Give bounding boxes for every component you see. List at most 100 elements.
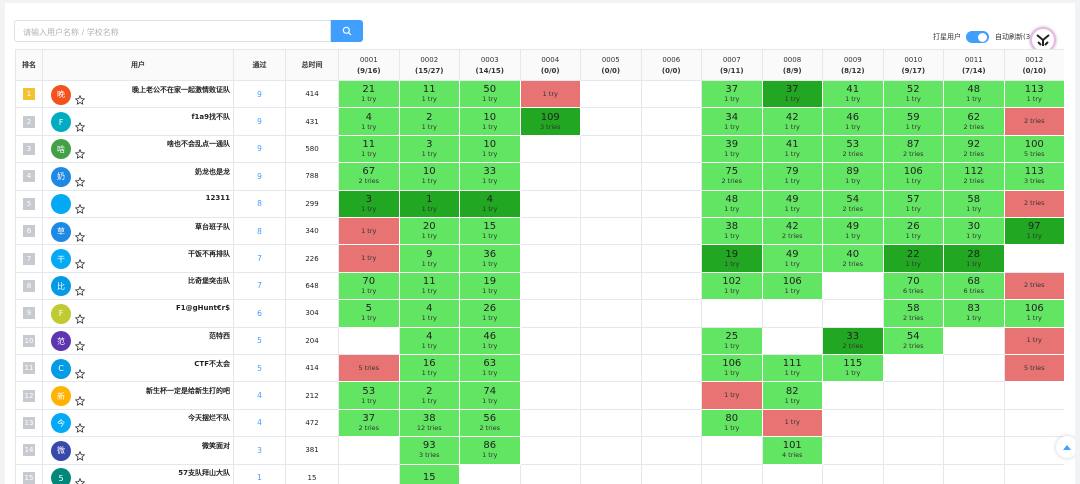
star-button[interactable]	[74, 172, 86, 191]
star-button[interactable]	[74, 473, 86, 484]
try-count: 1 try	[361, 226, 377, 235]
try-count: 1 try	[482, 149, 498, 158]
try-count: 1 try	[905, 122, 921, 131]
result-cell: 19 1 try	[460, 272, 521, 301]
solve-time: 48	[725, 193, 739, 205]
result-cell: 111 1 try	[762, 355, 823, 383]
star-button[interactable]	[74, 254, 86, 273]
result-cell: 41 1 try	[762, 135, 823, 164]
star-button[interactable]	[74, 446, 86, 465]
try-count: 2 tries	[358, 177, 380, 186]
problem-count: (0/0)	[601, 66, 621, 75]
result-cell: 10 1 try	[460, 135, 521, 164]
result-cell: 1 try	[702, 382, 763, 410]
result-cell: 19 1 try	[702, 245, 763, 273]
back-to-top[interactable]	[1056, 436, 1075, 458]
star-button[interactable]	[74, 90, 86, 109]
try-count: 2 tries	[1023, 117, 1045, 126]
user-cell: 今 今天摆烂不队	[43, 409, 234, 438]
result-cell: 5 tries	[339, 355, 400, 383]
star-button[interactable]	[74, 336, 86, 355]
problem-header: 0001 (9/16)	[339, 50, 400, 81]
empty-result	[520, 190, 581, 218]
result-cell: 109 3 tries	[520, 108, 581, 136]
search-input[interactable]: 请输入用户名称 / 学校名称	[14, 20, 331, 42]
passed-count: 4	[234, 409, 286, 438]
passed-count: 8	[234, 218, 286, 246]
try-count: 1 try	[542, 89, 558, 98]
rank-badge: 3	[23, 142, 35, 155]
try-count: 1 try	[361, 396, 377, 405]
star-button[interactable]	[74, 391, 86, 410]
passed-count: 1	[234, 464, 286, 484]
user-cell: 草 草台班子队	[43, 218, 234, 246]
result-cell: 106 1 try	[883, 163, 944, 191]
result-cell: 15 1 try	[460, 218, 521, 246]
result-cell: 101 4 tries	[762, 437, 823, 465]
solve-time: 11	[422, 275, 436, 287]
try-count: 5 tries	[358, 363, 380, 372]
empty-result	[702, 464, 763, 484]
empty-result	[460, 464, 521, 484]
empty-result	[520, 300, 581, 328]
star-icon	[74, 341, 86, 352]
try-count: 1 try	[482, 286, 498, 295]
try-count: 2 tries	[1023, 199, 1045, 208]
try-count: 1 try	[421, 396, 437, 405]
star-button[interactable]	[74, 144, 86, 163]
star-toggle[interactable]	[966, 31, 989, 43]
result-cell: 113 1 try	[1004, 81, 1064, 109]
search-button[interactable]	[331, 20, 363, 42]
star-button[interactable]	[74, 309, 86, 328]
try-count: 3 tries	[1023, 177, 1045, 186]
result-cell: 87 2 tries	[883, 135, 944, 164]
solve-time: 53	[846, 138, 860, 150]
problem-count: (8/9)	[782, 66, 802, 75]
star-icon	[74, 121, 86, 132]
solve-time: 59	[906, 111, 920, 123]
try-count: 6 tries	[902, 286, 924, 295]
solve-time: 75	[725, 166, 739, 178]
rank-cell: 4	[16, 163, 43, 191]
total-time: 204	[286, 327, 339, 355]
column-header: 用户	[43, 50, 234, 81]
solve-time: 30	[967, 221, 981, 233]
result-cell: 1 try	[1004, 327, 1064, 355]
problem-count: (8/12)	[840, 66, 865, 75]
solve-time: 92	[967, 138, 981, 150]
solve-time: 54	[906, 330, 920, 342]
passed-count: 7	[234, 245, 286, 273]
user-cell: 微 微笑面对	[43, 437, 234, 465]
empty-result	[944, 464, 1005, 484]
result-cell: 1 try	[339, 245, 400, 273]
empty-result	[339, 464, 400, 484]
star-button[interactable]	[74, 418, 86, 437]
result-cell: 83 1 try	[944, 300, 1005, 328]
solve-time: 20	[422, 221, 436, 233]
problem-header: 0004 (0/0)	[520, 50, 581, 81]
result-cell: 22 1 try	[883, 245, 944, 273]
passed-count: 6	[234, 300, 286, 328]
problem-id: 0011	[964, 55, 983, 64]
try-count: 1 try	[361, 314, 377, 323]
solve-time: 34	[725, 111, 739, 123]
try-count: 1 try	[1026, 336, 1042, 345]
solve-time: 15	[483, 221, 497, 233]
star-button[interactable]	[74, 199, 86, 218]
try-count: 1 try	[361, 149, 377, 158]
result-cell: 58 2 tries	[883, 300, 944, 328]
rank-cell: 7	[16, 245, 43, 273]
result-cell: 30 1 try	[944, 218, 1005, 246]
team-name: 12311	[205, 194, 230, 203]
solve-time: 11	[422, 84, 436, 96]
avatar: F	[51, 112, 71, 133]
star-button[interactable]	[74, 117, 86, 136]
star-button[interactable]	[74, 227, 86, 246]
result-cell: 56 2 tries	[460, 409, 521, 438]
solve-time: 53	[362, 385, 376, 397]
star-button[interactable]	[74, 281, 86, 300]
star-button[interactable]	[74, 364, 86, 383]
